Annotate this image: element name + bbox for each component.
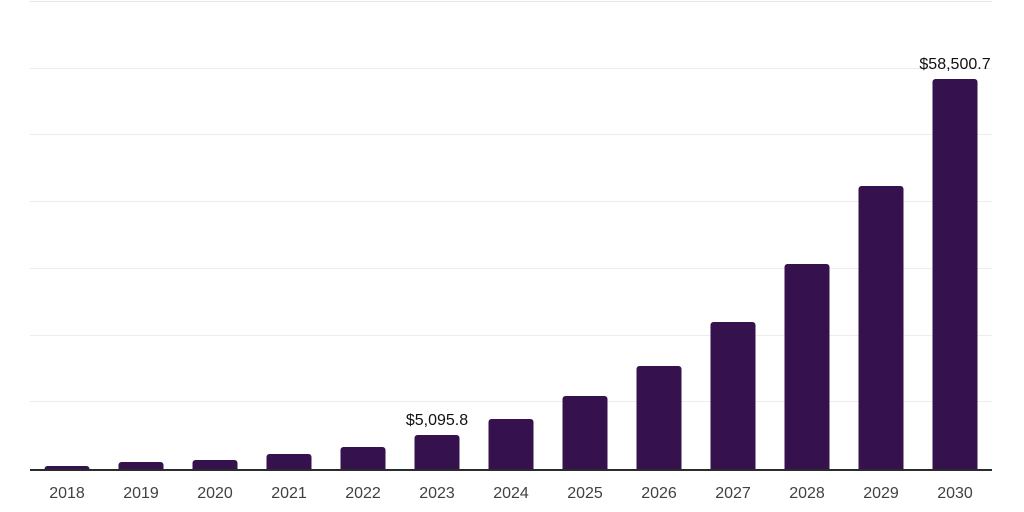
x-label-2029: 2029 bbox=[863, 485, 899, 502]
x-axis-line bbox=[30, 469, 992, 471]
x-label-2021: 2021 bbox=[271, 485, 307, 502]
gridline-60000 bbox=[30, 67, 992, 69]
x-label-2023: 2023 bbox=[419, 485, 455, 502]
gridline-10000 bbox=[30, 401, 992, 403]
bar-2021[interactable] bbox=[266, 454, 312, 469]
bar-2024[interactable] bbox=[488, 418, 534, 469]
bar-2028[interactable] bbox=[784, 263, 830, 469]
bar-2022[interactable] bbox=[340, 447, 386, 469]
bar-2018[interactable] bbox=[44, 465, 90, 469]
x-label-2020: 2020 bbox=[197, 485, 233, 502]
x-label-2022: 2022 bbox=[345, 485, 381, 502]
x-label-2019: 2019 bbox=[123, 485, 159, 502]
bar-2023[interactable] bbox=[414, 435, 460, 469]
x-label-2025: 2025 bbox=[567, 485, 603, 502]
bar-2026[interactable] bbox=[636, 365, 682, 469]
x-label-2028: 2028 bbox=[789, 485, 825, 502]
bar-2025[interactable] bbox=[562, 396, 608, 469]
x-label-2018: 2018 bbox=[49, 485, 85, 502]
bar-2030[interactable] bbox=[932, 78, 978, 469]
value-label-2030: $58,500.7 bbox=[919, 55, 991, 73]
gridline-30000 bbox=[30, 267, 992, 269]
bar-2020[interactable] bbox=[192, 460, 238, 469]
x-label-2030: 2030 bbox=[937, 485, 973, 502]
gridline-20000 bbox=[30, 334, 992, 336]
x-axis-labels: 2018 2019 2020 2021 2022 2023 2024 2025 2026 2027… bbox=[30, 472, 992, 512]
x-label-2027: 2027 bbox=[715, 485, 751, 502]
plot-area: $5,095.8 $58,500.7 bbox=[30, 1, 992, 471]
bar-2027[interactable] bbox=[710, 321, 756, 469]
gridline-40000 bbox=[30, 201, 992, 203]
bar-2029[interactable] bbox=[858, 186, 904, 469]
x-label-2024: 2024 bbox=[493, 485, 529, 502]
value-label-2023: $5,095.8 bbox=[405, 412, 469, 430]
gridline-50000 bbox=[30, 134, 992, 136]
bar-2019[interactable] bbox=[118, 462, 164, 469]
gridline-70000 bbox=[30, 1, 992, 2]
x-label-2026: 2026 bbox=[641, 485, 677, 502]
